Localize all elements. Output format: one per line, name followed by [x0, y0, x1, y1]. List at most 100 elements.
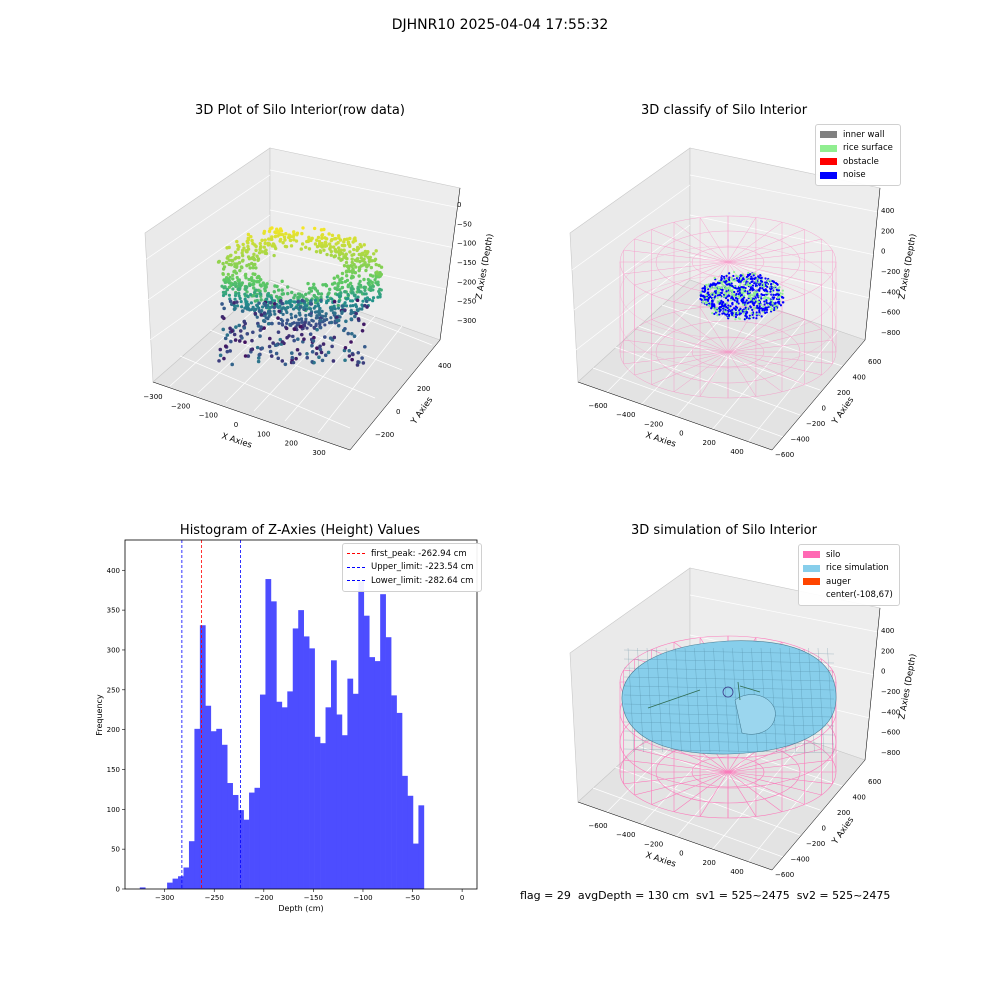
- noise-point: [757, 276, 761, 279]
- scatter-point: [259, 298, 263, 302]
- histogram-bar: [232, 794, 239, 889]
- z-tick-label: −400: [881, 708, 900, 716]
- rice-surface-point: [721, 280, 724, 284]
- scatter-point: [352, 247, 356, 252]
- scatter-point: [275, 343, 279, 347]
- scatter-point: [339, 258, 343, 262]
- surface-mesh-line: [713, 647, 720, 753]
- scatter-point: [249, 307, 254, 312]
- legend-entry-silo: silo: [803, 548, 895, 562]
- legend-label: auger: [826, 576, 851, 587]
- scatter-point: [288, 323, 293, 327]
- noise-point: [738, 291, 742, 294]
- scatter-point: [342, 237, 347, 242]
- scatter-point: [237, 291, 241, 296]
- rice-surface-point: [725, 302, 729, 305]
- rice-surface-point: [723, 310, 726, 313]
- noise-point: [765, 298, 768, 302]
- scatter-point: [318, 347, 323, 352]
- rice-surface-point: [777, 296, 781, 299]
- surface-mesh-line: [623, 721, 835, 727]
- noise-point: [759, 273, 762, 277]
- legend-label: first_peak: -262.94 cm: [371, 548, 467, 559]
- scatter-point: [296, 295, 300, 300]
- scatter-point: [322, 248, 326, 252]
- scatter-point: [238, 329, 243, 333]
- scatter-point: [356, 295, 360, 299]
- scatter-point: [349, 317, 354, 321]
- noise-point: [759, 286, 762, 290]
- rice-surface-point: [742, 283, 746, 286]
- noise-point: [749, 277, 752, 280]
- figure-title: DJHNR10 2025-04-04 17:55:32: [391, 17, 609, 33]
- scatter-point: [357, 268, 361, 273]
- silo-spoke: [623, 261, 729, 275]
- z-tick-label: 400: [881, 207, 894, 215]
- scatter-point: [357, 274, 361, 278]
- scatter-point: [359, 283, 363, 287]
- scatter-point: [250, 279, 254, 283]
- noise-point: [735, 306, 739, 309]
- noise-point: [727, 294, 730, 297]
- z-tick-label: −150: [457, 259, 476, 267]
- scatter-point: [366, 263, 371, 267]
- scatter-point: [373, 278, 377, 282]
- scatter-point: [232, 332, 237, 337]
- rice-surface-point: [753, 307, 756, 310]
- scatter-point: [259, 313, 264, 317]
- scatter-point: [340, 310, 344, 314]
- noise-point: [745, 299, 748, 302]
- scatter-point: [262, 319, 267, 323]
- scatter-point: [300, 320, 304, 324]
- legend-entry-rice-surface: rice surface: [820, 142, 896, 156]
- scatter-point: [343, 290, 347, 294]
- scatter-point: [260, 238, 264, 243]
- first-peak-line-swatch: [347, 553, 365, 555]
- rice-surface-point: [748, 290, 751, 293]
- scatter-point: [335, 293, 340, 297]
- noise-point: [722, 275, 726, 278]
- noise-point: [771, 280, 774, 283]
- z-tick-label: −200: [457, 278, 476, 286]
- scatter-point: [228, 349, 232, 353]
- x-tick-label: −150: [304, 894, 323, 902]
- noise-point: [712, 303, 715, 307]
- scatter-point: [295, 233, 299, 237]
- rice-surface-point: [712, 297, 715, 300]
- rice-surface-point: [716, 301, 719, 304]
- scatter-point: [256, 288, 261, 293]
- noise-point: [755, 311, 758, 314]
- silo-spoke: [727, 339, 833, 353]
- scatter-point: [260, 346, 265, 350]
- histogram-bar: [259, 694, 266, 889]
- scatter-point: [281, 292, 286, 296]
- scatter-point: [235, 275, 239, 280]
- scatter-point: [264, 251, 269, 256]
- scatter-point: [347, 348, 352, 353]
- silo-spoke: [673, 221, 729, 263]
- scatter-point: [329, 253, 333, 257]
- scatter-point: [223, 336, 228, 341]
- scatter-point: [230, 362, 234, 367]
- scatter-point: [312, 306, 316, 310]
- z-tick-label: 0: [881, 668, 885, 676]
- rice-surface-point: [770, 307, 774, 310]
- silo-spoke: [727, 249, 833, 263]
- scatter-point: [280, 323, 285, 327]
- histogram-bar: [199, 625, 206, 889]
- noise-swatch: [820, 171, 837, 179]
- scatter-point: [278, 227, 283, 231]
- noise-point: [731, 308, 734, 311]
- noise-point: [700, 298, 703, 301]
- scatter-point: [360, 307, 364, 311]
- z-tick-label: 400: [881, 627, 894, 635]
- noise-point: [751, 308, 754, 311]
- scatter-point: [354, 311, 358, 316]
- plot4-xlabel: X Axies: [644, 850, 677, 869]
- scatter-point: [252, 293, 256, 298]
- scatter-point: [347, 269, 352, 274]
- histogram-bar: [276, 701, 283, 889]
- scatter-point: [268, 300, 273, 305]
- x-tick-label: −200: [171, 402, 190, 410]
- rice-surface-point: [739, 277, 743, 280]
